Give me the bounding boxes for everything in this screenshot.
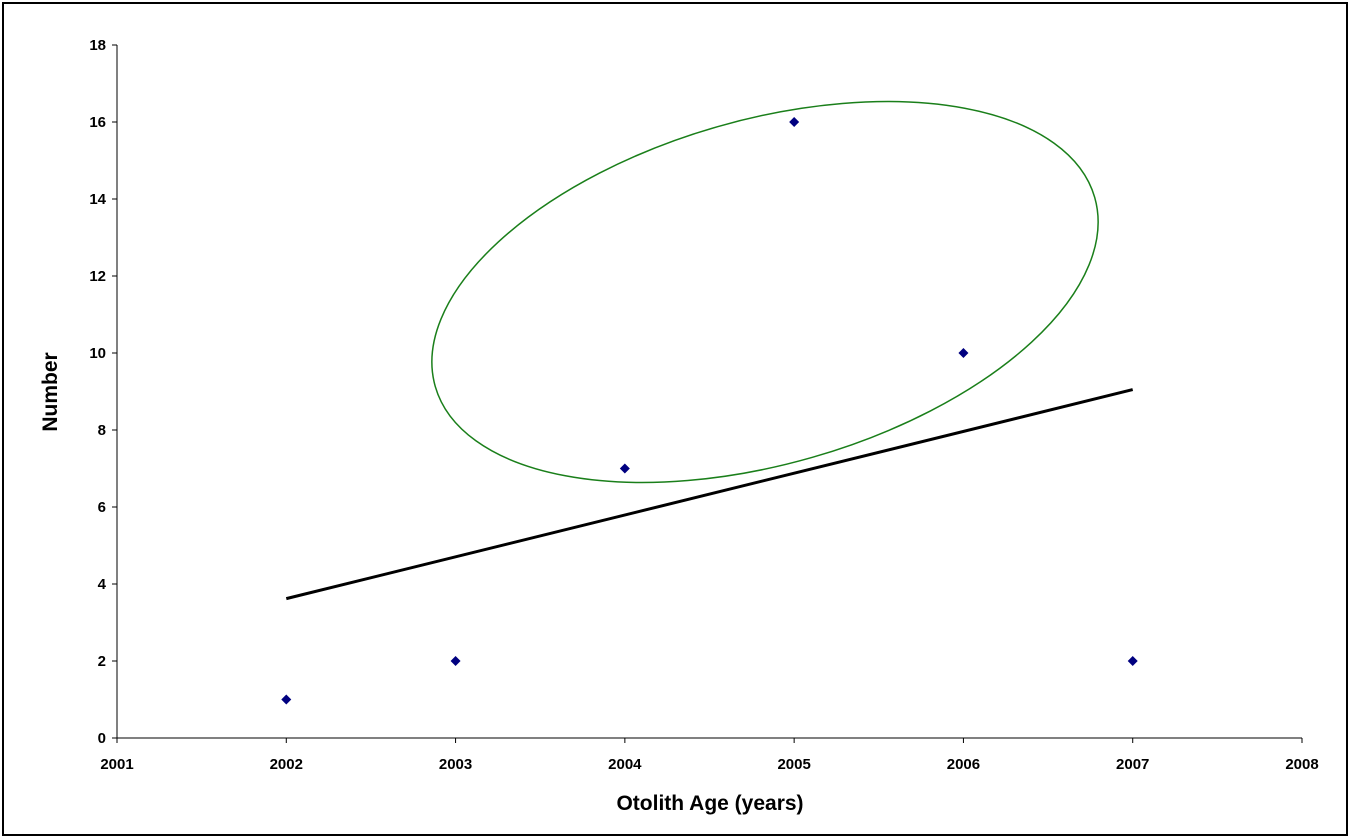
x-tick-label: 2007 — [1116, 756, 1149, 773]
y-tick-label: 12 — [89, 268, 106, 285]
data-point — [1127, 656, 1138, 666]
plot-area: 0 2 4 6 8 10 12 14 16 18 2001 2002 2003 2004 2005 2006 2… — [89, 37, 1318, 773]
y-tick-label: 0 — [98, 730, 106, 747]
y-tick-label: 16 — [89, 114, 106, 131]
y-tick-label: 10 — [89, 345, 106, 362]
data-point — [789, 117, 800, 127]
y-tick-label: 8 — [98, 422, 106, 439]
x-tick-label: 2005 — [777, 756, 810, 773]
y-tick-label: 14 — [89, 191, 106, 208]
x-axis-title: Otolith Age (years) — [616, 792, 803, 815]
y-tick-label: 18 — [89, 37, 106, 54]
x-tick-label: 2003 — [439, 756, 472, 773]
x-tick-label: 2004 — [608, 756, 642, 773]
data-point — [281, 694, 292, 705]
data-point — [450, 656, 461, 666]
trendline — [285, 388, 1134, 601]
x-tick-label: 2001 — [100, 756, 133, 773]
x-tick-label: 2002 — [270, 756, 303, 773]
y-tick-label: 4 — [98, 576, 107, 593]
y-tick-label: 2 — [98, 653, 106, 670]
data-point — [619, 463, 630, 474]
y-axis-title: Number — [39, 352, 62, 431]
x-tick-label: 2006 — [947, 756, 980, 773]
highlight-ellipse — [431, 100, 1099, 484]
data-point — [958, 348, 969, 358]
y-tick-label: 6 — [98, 499, 106, 516]
x-tick-label: 2008 — [1285, 756, 1318, 773]
